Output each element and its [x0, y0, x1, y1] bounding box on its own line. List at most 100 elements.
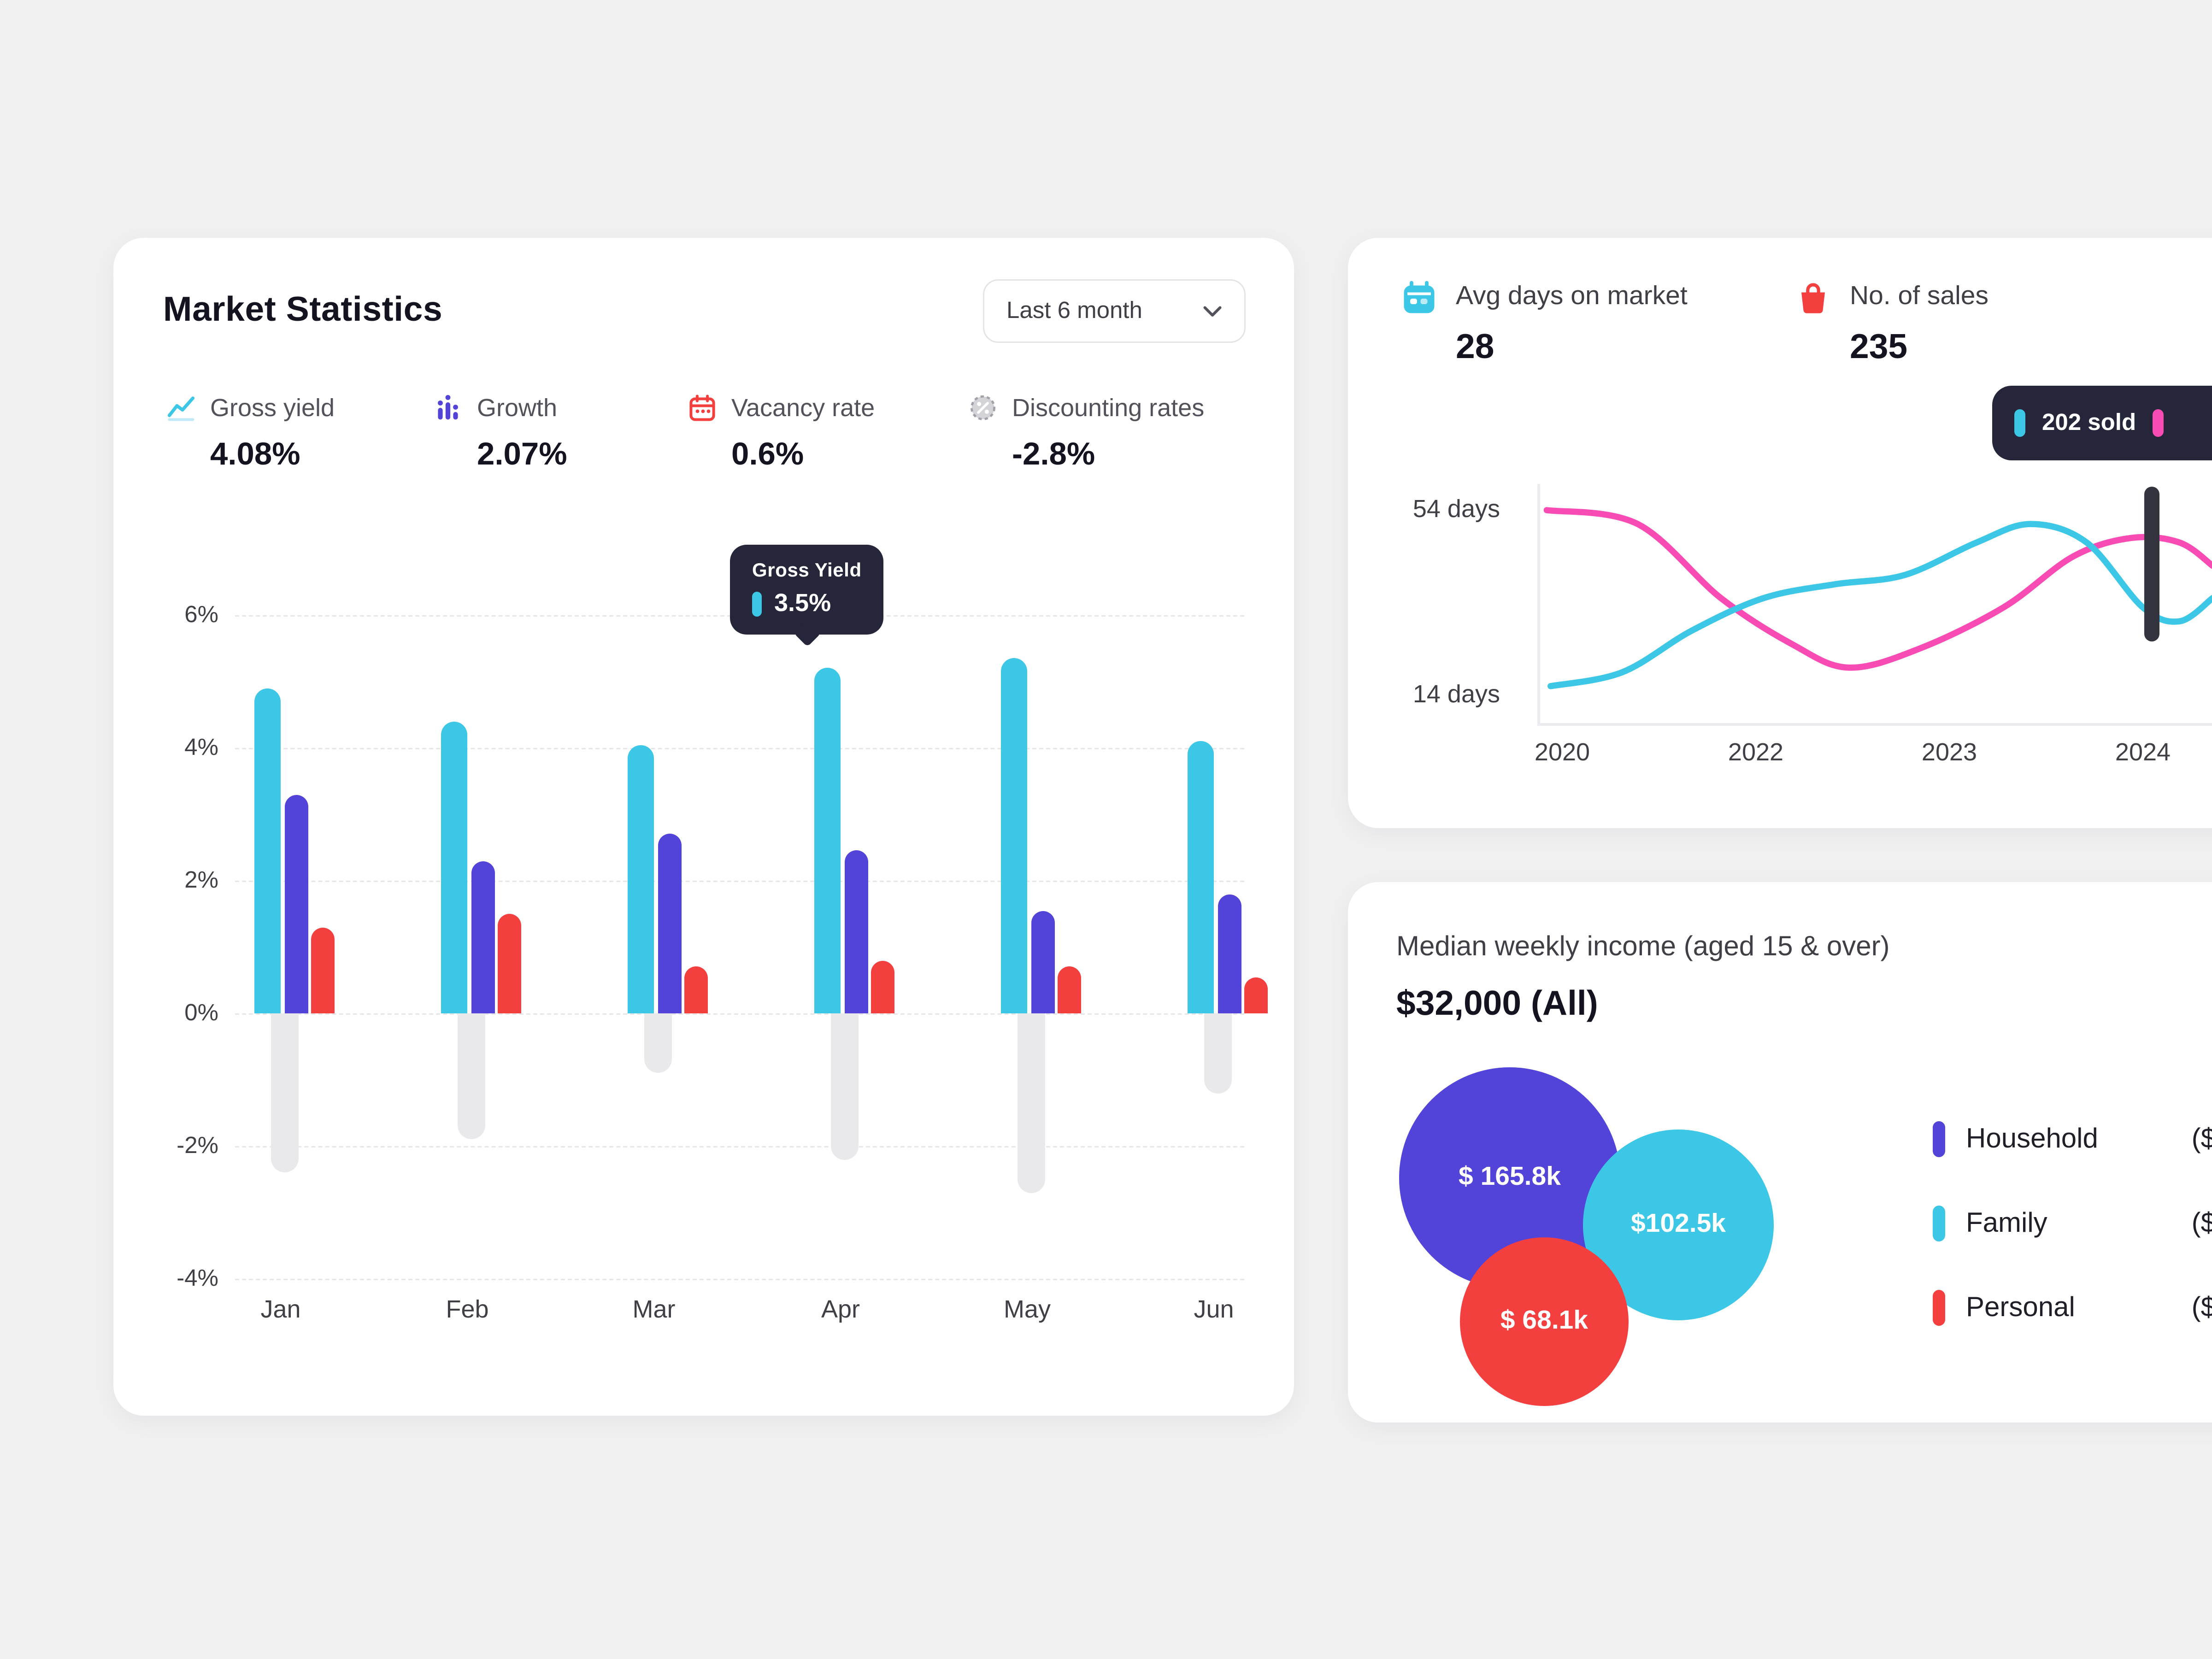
y-axis-label: 6% — [184, 601, 218, 628]
bar-apr-gross-yield[interactable] — [814, 668, 841, 1013]
bubble-value-label: $102.5k — [1630, 1210, 1726, 1239]
x-axis-label-jan: Jan — [260, 1295, 301, 1323]
income-total: $32,000 (All) — [1396, 984, 1598, 1023]
bar-apr-growth[interactable] — [845, 851, 868, 1013]
y-axis-label: -4% — [176, 1265, 218, 1291]
discount-badge-icon — [968, 393, 998, 423]
bar-jan-gross-yield[interactable] — [254, 688, 281, 1013]
line-chart — [1543, 507, 2212, 689]
bar-jun-discounting-rates[interactable] — [1204, 1013, 1232, 1093]
metric-discounting-rates: Discounting rates -2.8% — [968, 393, 1204, 473]
bar-jan-growth[interactable] — [285, 794, 308, 1013]
metric-value: -2.8% — [1012, 435, 1095, 471]
sold-tooltip-pink-pill — [2153, 409, 2164, 437]
legend-label: Household — [1966, 1123, 2098, 1154]
bar-jun-vacancy-rate[interactable] — [1244, 977, 1268, 1013]
metric-value: 0.6% — [731, 435, 804, 471]
bar-mar-discounting-rates[interactable] — [644, 1013, 672, 1073]
tooltip-value: 3.5% — [774, 589, 831, 617]
x-axis-label-2020: 2020 — [1534, 738, 1590, 766]
x-axis-label-feb: Feb — [446, 1295, 489, 1323]
legend-color-pill — [1933, 1290, 1945, 1326]
x-axis-label-2023: 2023 — [1921, 738, 1977, 766]
tooltip-title: Gross Yield — [752, 559, 862, 581]
bar-may-growth[interactable] — [1031, 910, 1055, 1013]
legend-item-family[interactable]: Family ($ — [1933, 1193, 2212, 1254]
bubble-value-label: $ 165.8k — [1459, 1163, 1561, 1192]
sold-tooltip-cyan-pill — [2014, 409, 2025, 437]
metric-label: Gross yield — [210, 393, 335, 421]
metric-label: Avg days on market — [1456, 282, 1688, 311]
income-legend: Household ($ Family ($ Personal ($ — [1933, 1109, 2212, 1338]
bar-feb-growth[interactable] — [471, 860, 495, 1013]
x-axis-label-may: May — [1003, 1295, 1051, 1323]
legend-item-personal[interactable]: Personal ($ — [1933, 1277, 2212, 1338]
bar-may-discounting-rates[interactable] — [1018, 1013, 1045, 1193]
bar-may-gross-yield[interactable] — [1001, 658, 1027, 1013]
x-axis-label-mar: Mar — [632, 1295, 676, 1323]
legend-color-pill — [1933, 1121, 1945, 1157]
bubble-value-label: $ 68.1k — [1500, 1306, 1588, 1335]
y-axis-label: 0% — [184, 1000, 218, 1026]
bar-feb-discounting-rates[interactable] — [458, 1013, 485, 1140]
sold-tooltip-label: 202 sold — [2042, 409, 2136, 435]
y-axis-label: 2% — [184, 867, 218, 893]
metric-value: 235 — [1850, 328, 1908, 366]
y-axis-label-top: 54 days — [1412, 495, 1500, 523]
gross-yield-tooltip: Gross Yield 3.5% — [730, 545, 884, 635]
x-axis-line — [1537, 723, 2212, 725]
x-axis-label-apr: Apr — [821, 1295, 860, 1323]
legend-item-household[interactable]: Household ($ — [1933, 1109, 2212, 1170]
income-card: Median weekly income (aged 15 & over) $3… — [1348, 882, 2212, 1423]
y-axis-label-bottom: 14 days — [1412, 680, 1500, 708]
bar-mar-vacancy-rate[interactable] — [684, 967, 708, 1013]
sales-card: Avg days on market 28 No. of sales 235 2… — [1348, 238, 2212, 828]
bubble-personal[interactable]: $ 68.1k — [1460, 1237, 1629, 1406]
trend-line-2 — [1547, 521, 2212, 689]
sold-tooltip: 202 sold — [1992, 386, 2212, 460]
bar-may-vacancy-rate[interactable] — [1058, 967, 1081, 1013]
metric-label: Discounting rates — [1012, 393, 1205, 421]
gridline — [235, 881, 1244, 882]
page-title: Market Statistics — [163, 290, 443, 329]
legend-color-pill — [1933, 1206, 1945, 1241]
metric-value: 2.07% — [477, 435, 567, 471]
metric-value: 4.08% — [210, 435, 300, 471]
period-dropdown[interactable]: Last 6 month — [983, 279, 1246, 343]
metric-vacancy-rate: Vacancy rate 0.6% — [687, 393, 875, 473]
bar-mar-growth[interactable] — [658, 834, 682, 1013]
gridline — [235, 1279, 1244, 1280]
chart-hover-marker — [2144, 487, 2159, 641]
metric-label: Growth — [477, 393, 558, 421]
metric-gross-yield: Gross yield 4.08% — [166, 393, 335, 473]
bar-jun-gross-yield[interactable] — [1188, 741, 1214, 1013]
bag-icon — [1794, 279, 1832, 368]
tooltip-color-pill — [752, 591, 762, 616]
legend-value-fragment: ($ — [2191, 1292, 2212, 1323]
x-axis-label-2024: 2024 — [2115, 738, 2171, 766]
calendar-icon — [1400, 279, 1438, 368]
metric-label: No. of sales — [1850, 282, 1988, 311]
bar-jan-discounting-rates[interactable] — [271, 1013, 299, 1173]
legend-label: Family — [1966, 1207, 2047, 1238]
chevron-down-icon — [1203, 305, 1222, 318]
bar-apr-discounting-rates[interactable] — [831, 1013, 859, 1159]
gridline — [235, 748, 1244, 749]
legend-value-fragment: ($ — [2191, 1123, 2212, 1154]
bar-apr-vacancy-rate[interactable] — [871, 960, 894, 1013]
bar-jun-growth[interactable] — [1218, 894, 1241, 1013]
x-axis-label-jun: Jun — [1194, 1295, 1234, 1323]
bar-mar-gross-yield[interactable] — [628, 744, 654, 1013]
trend-line-1 — [1543, 507, 2212, 671]
x-axis-label-2022: 2022 — [1728, 738, 1784, 766]
y-axis-label: 4% — [184, 734, 218, 760]
legend-value-fragment: ($ — [2191, 1207, 2212, 1238]
market-statistics-card: Market Statistics Last 6 month Gross yie… — [113, 238, 1294, 1416]
legend-label: Personal — [1966, 1292, 2075, 1323]
bar-feb-vacancy-rate[interactable] — [498, 914, 521, 1013]
metric-label: Vacancy rate — [731, 393, 875, 421]
period-dropdown-label: Last 6 month — [1006, 297, 1142, 324]
gridline — [235, 1146, 1244, 1147]
bar-feb-gross-yield[interactable] — [441, 721, 467, 1013]
bar-jan-vacancy-rate[interactable] — [311, 927, 335, 1013]
